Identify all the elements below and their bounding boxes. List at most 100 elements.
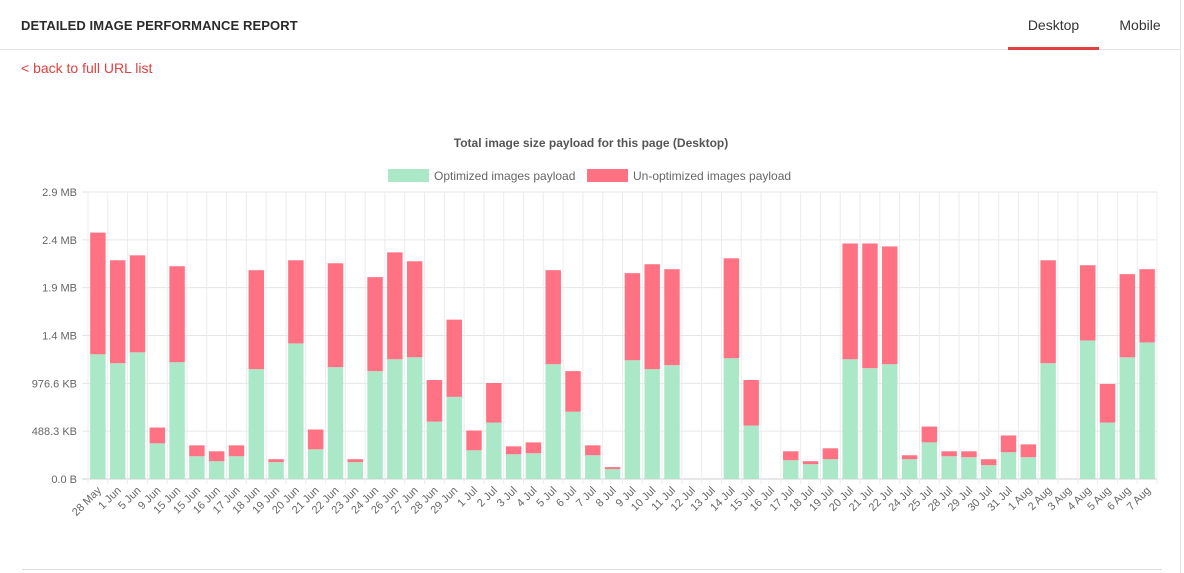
bar-unoptimized[interactable]	[842, 243, 858, 360]
bar-optimized[interactable]	[624, 360, 641, 479]
bar-optimized[interactable]	[783, 460, 799, 479]
bar-unoptimized[interactable]	[347, 459, 363, 463]
bar-optimized[interactable]	[307, 449, 324, 479]
bar-optimized[interactable]	[189, 456, 205, 479]
bar-optimized[interactable]	[981, 465, 997, 479]
bar-unoptimized[interactable]	[248, 270, 264, 370]
bar-unoptimized[interactable]	[327, 263, 344, 368]
bar-optimized[interactable]	[941, 456, 957, 479]
bar-optimized[interactable]	[585, 455, 601, 479]
bar-unoptimized[interactable]	[446, 319, 462, 397]
bar-optimized[interactable]	[1079, 340, 1096, 479]
bar-optimized[interactable]	[961, 457, 977, 479]
bar-optimized[interactable]	[466, 450, 482, 479]
bar-unoptimized[interactable]	[743, 380, 759, 426]
bar-unoptimized[interactable]	[565, 371, 581, 412]
bar-unoptimized[interactable]	[268, 459, 284, 463]
bar-optimized[interactable]	[288, 343, 304, 479]
bar-unoptimized[interactable]	[1040, 260, 1056, 364]
bar-optimized[interactable]	[664, 365, 680, 479]
bar-unoptimized[interactable]	[228, 445, 245, 457]
bar-unoptimized[interactable]	[90, 232, 106, 355]
bar-optimized[interactable]	[723, 358, 740, 479]
tab-mobile[interactable]: Mobile	[1119, 17, 1161, 33]
bar-unoptimized[interactable]	[941, 451, 957, 457]
bar-unoptimized[interactable]	[1119, 274, 1136, 358]
bar-unoptimized[interactable]	[189, 445, 205, 457]
bar-unoptimized[interactable]	[525, 442, 542, 454]
bar-unoptimized[interactable]	[1020, 444, 1037, 458]
bar-optimized[interactable]	[1139, 342, 1155, 479]
bar-optimized[interactable]	[268, 462, 284, 479]
bar-optimized[interactable]	[169, 362, 185, 479]
bar-unoptimized[interactable]	[149, 427, 166, 444]
bar-unoptimized[interactable]	[1139, 269, 1155, 343]
bar-optimized[interactable]	[802, 464, 819, 479]
bar-optimized[interactable]	[644, 369, 660, 479]
bar-optimized[interactable]	[525, 453, 542, 479]
bar-unoptimized[interactable]	[961, 451, 977, 458]
bar-optimized[interactable]	[446, 396, 462, 479]
bar-unoptimized[interactable]	[169, 266, 185, 363]
bar-unoptimized[interactable]	[109, 260, 126, 364]
bar-unoptimized[interactable]	[723, 258, 740, 359]
bar-optimized[interactable]	[1099, 422, 1116, 479]
legend-optimized[interactable]: Optimized images payload	[388, 169, 575, 183]
bar-unoptimized[interactable]	[822, 448, 839, 460]
bar-unoptimized[interactable]	[664, 269, 680, 366]
bar-optimized[interactable]	[921, 442, 938, 479]
bar-optimized[interactable]	[565, 411, 581, 479]
bar-unoptimized[interactable]	[624, 273, 641, 361]
bar-unoptimized[interactable]	[1099, 383, 1116, 423]
bar-unoptimized[interactable]	[505, 446, 522, 455]
bar-unoptimized[interactable]	[644, 264, 660, 370]
bar-optimized[interactable]	[327, 367, 344, 479]
bar-optimized[interactable]	[228, 456, 245, 479]
bar-optimized[interactable]	[901, 459, 918, 479]
bar-unoptimized[interactable]	[1079, 265, 1096, 341]
bar-unoptimized[interactable]	[921, 426, 938, 443]
bar-optimized[interactable]	[1040, 363, 1056, 479]
bar-optimized[interactable]	[743, 425, 759, 479]
bar-optimized[interactable]	[248, 369, 264, 479]
bar-unoptimized[interactable]	[129, 255, 146, 353]
bar-unoptimized[interactable]	[545, 270, 561, 365]
bar-unoptimized[interactable]	[387, 252, 403, 360]
bar-optimized[interactable]	[406, 357, 423, 479]
bar-unoptimized[interactable]	[367, 277, 383, 372]
bar-optimized[interactable]	[545, 364, 561, 479]
bar-optimized[interactable]	[822, 459, 839, 479]
bar-unoptimized[interactable]	[426, 380, 443, 422]
bar-unoptimized[interactable]	[604, 467, 621, 470]
back-to-url-list-link[interactable]: < back to full URL list	[21, 60, 153, 76]
bar-optimized[interactable]	[1000, 452, 1017, 479]
bar-unoptimized[interactable]	[307, 429, 324, 450]
bar-unoptimized[interactable]	[585, 445, 601, 456]
bar-optimized[interactable]	[842, 359, 858, 479]
bar-optimized[interactable]	[149, 443, 166, 479]
bar-optimized[interactable]	[1119, 357, 1136, 479]
tab-desktop[interactable]: Desktop	[1008, 0, 1099, 50]
bar-unoptimized[interactable]	[486, 383, 502, 423]
bar-optimized[interactable]	[347, 462, 363, 479]
bar-unoptimized[interactable]	[406, 261, 423, 358]
bar-optimized[interactable]	[862, 368, 878, 479]
bar-optimized[interactable]	[208, 461, 225, 479]
bar-unoptimized[interactable]	[208, 451, 225, 462]
bar-optimized[interactable]	[505, 454, 522, 479]
bar-unoptimized[interactable]	[288, 260, 304, 344]
bar-optimized[interactable]	[486, 422, 502, 479]
bar-optimized[interactable]	[387, 359, 403, 479]
bar-unoptimized[interactable]	[901, 455, 918, 460]
bar-optimized[interactable]	[90, 354, 106, 479]
bar-unoptimized[interactable]	[981, 459, 997, 466]
bar-unoptimized[interactable]	[466, 430, 482, 451]
bar-unoptimized[interactable]	[1000, 435, 1017, 453]
bar-optimized[interactable]	[129, 352, 146, 479]
bar-optimized[interactable]	[1020, 457, 1037, 479]
bar-unoptimized[interactable]	[783, 451, 799, 461]
bar-optimized[interactable]	[426, 421, 443, 479]
bar-optimized[interactable]	[604, 469, 621, 479]
legend-unoptimized[interactable]: Un-optimized images payload	[587, 169, 791, 183]
bar-optimized[interactable]	[882, 364, 898, 479]
